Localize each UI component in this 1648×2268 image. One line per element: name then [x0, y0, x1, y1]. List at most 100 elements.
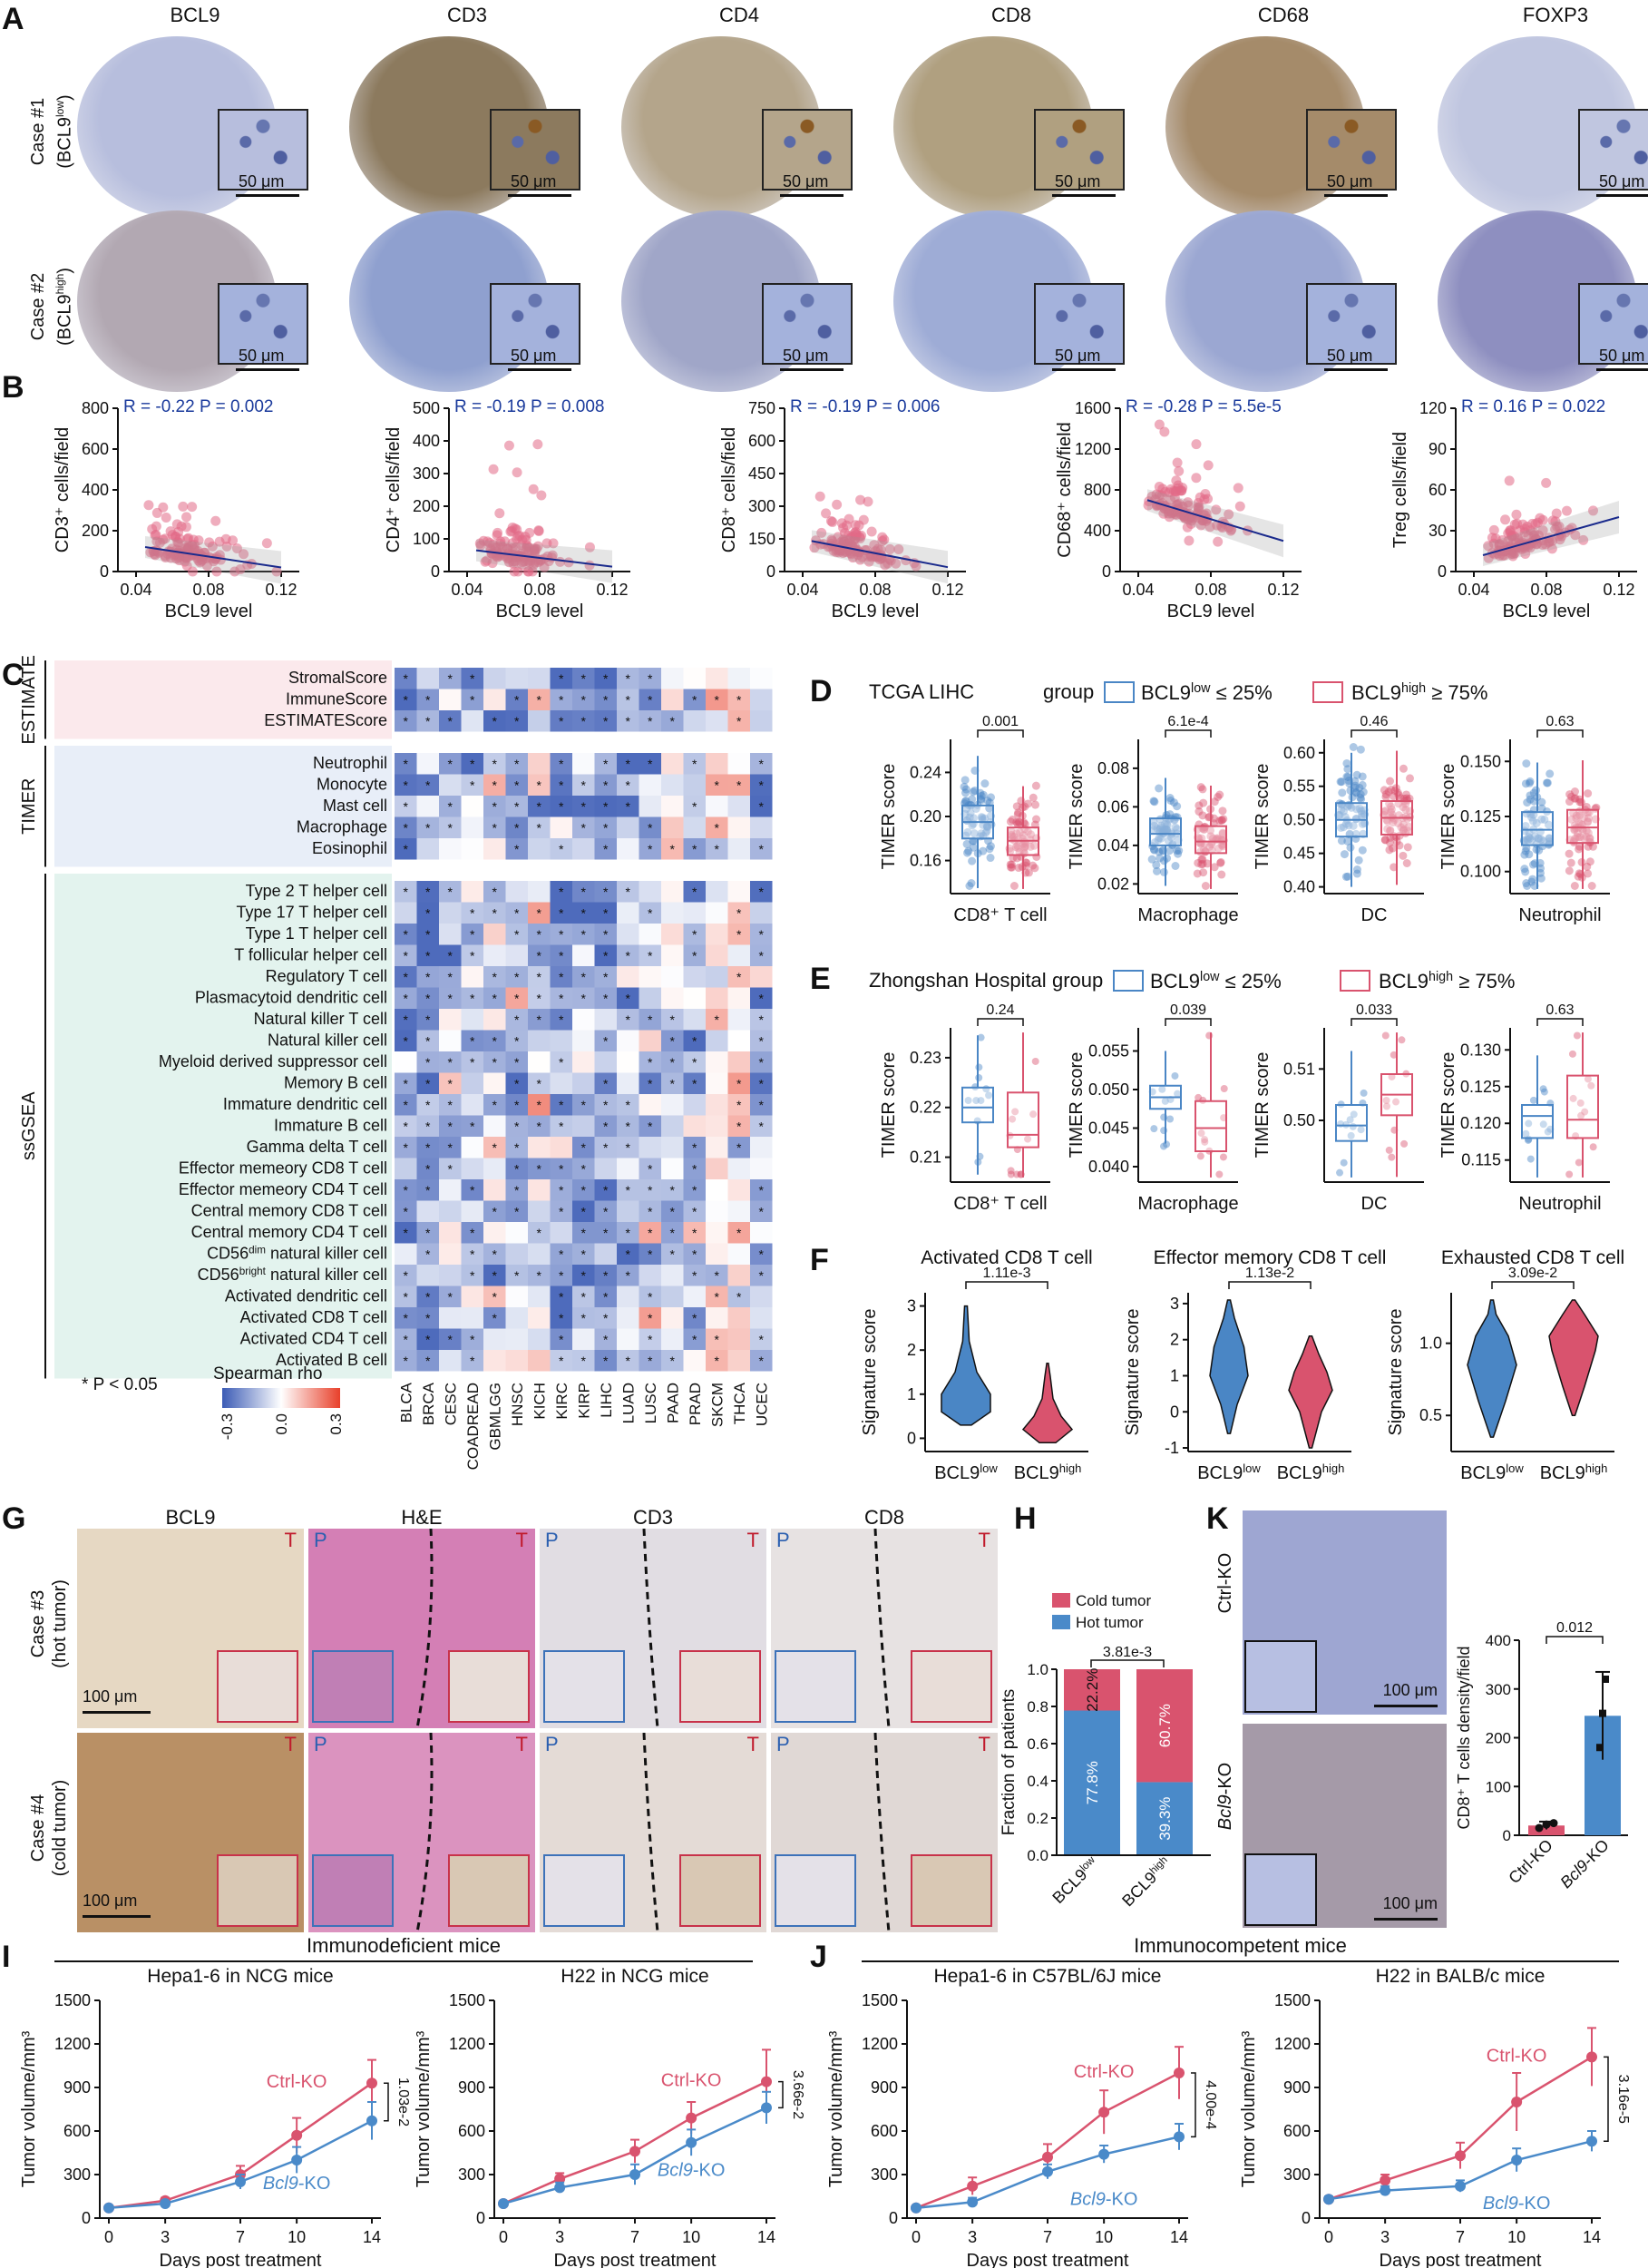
italic-gene: Bcl9 [1215, 1794, 1235, 1831]
ctrl-point [1455, 2150, 1466, 2162]
data-point [1341, 872, 1351, 881]
significance-mark: * [425, 970, 431, 984]
data-point [1173, 802, 1182, 811]
heatmap-cell-bg [727, 689, 750, 710]
data-point [1191, 439, 1202, 450]
heatmap-cell [528, 1094, 551, 1116]
data-point [1173, 825, 1182, 834]
violin-shape [1021, 1363, 1074, 1444]
data-point [151, 507, 162, 518]
x-tick-label: 0 [1324, 2228, 1333, 2246]
data-point [981, 828, 990, 837]
heatmap-cell-bg [439, 796, 462, 817]
heatmap-cell-bg [439, 774, 462, 796]
significance-mark: * [736, 714, 742, 728]
heatmap-cell-bg [639, 774, 661, 796]
y-tick-label: 0 [907, 1429, 916, 1447]
heatmap-cell-bg [727, 1307, 750, 1329]
heatmap-cell [617, 902, 639, 924]
heatmap-cell [594, 1115, 617, 1137]
heatmap-cell-bg [395, 1328, 417, 1350]
heatmap-cell-bg [528, 1137, 551, 1158]
y-tick-label: 600 [871, 2122, 898, 2140]
marker-title-bcl9: BCL9 [170, 4, 220, 26]
series-label-bcl9: Bcl9-KO [1483, 2194, 1550, 2214]
tissue-image: 100 μm [1243, 1724, 1447, 1928]
data-point [1150, 821, 1159, 830]
y-tick-label: 0.125 [1460, 807, 1501, 826]
y-tick-label: 0 [1438, 562, 1447, 581]
heatmap-cell-bg [572, 944, 595, 966]
data-point [983, 797, 992, 806]
magnified-inset [218, 283, 308, 365]
heatmap-cell [395, 1158, 417, 1179]
regression-line [1146, 499, 1284, 543]
significance-mark: * [448, 757, 453, 771]
bcl9-point [1098, 2148, 1110, 2160]
heatmap-cell-bg [661, 1179, 684, 1201]
data-point [1357, 795, 1366, 804]
data-point [1347, 1131, 1355, 1139]
y-tick-label: 0 [100, 562, 109, 581]
heatmap-cell-bg [617, 902, 639, 924]
scale-label: 50 μm [239, 347, 285, 365]
data-point [478, 535, 489, 546]
heatmap-cell [395, 1200, 417, 1222]
box [1566, 808, 1599, 845]
y-tick-label: 0.130 [1460, 1041, 1501, 1059]
heatmap-cell [550, 1243, 572, 1265]
heatmap-cell-bg [395, 902, 417, 924]
data-point [982, 822, 991, 831]
bcl9-point [1323, 2194, 1334, 2205]
data-point [1169, 798, 1178, 807]
y-tick-label: 0 [82, 2209, 91, 2227]
heatmap-cell [395, 1115, 417, 1137]
significance-mark: * [559, 671, 564, 686]
heatmap-cell-bg [750, 944, 773, 966]
heatmap-cell-bg [528, 838, 551, 860]
heatmap-row-label: ESTIMATEScore [264, 711, 387, 729]
heatmap-cell [505, 1094, 528, 1116]
x-category-label: Ctrl-KO [1505, 1836, 1556, 1888]
data-point [1536, 864, 1546, 873]
heatmap-cell [706, 1286, 728, 1307]
x-category-label: BCL9high [1277, 1461, 1345, 1484]
heatmap-cell [505, 881, 528, 903]
data-point [961, 776, 970, 785]
significance-mark: * [603, 692, 609, 707]
heatmap-cell [528, 1328, 551, 1350]
heatmap-cell [727, 966, 750, 988]
heatmap-cell [706, 838, 728, 860]
p-value-label: 3.81e-3 [1103, 1645, 1152, 1660]
heatmap-cell [483, 1328, 506, 1350]
series-label-ctrl: Ctrl-KO [661, 2071, 722, 2091]
heatmap-cell [683, 1265, 706, 1286]
heatmap-cell-bg [395, 1286, 417, 1307]
x-tick-label: 0.12 [596, 581, 628, 599]
heatmap-cell-bg [461, 902, 483, 924]
data-point [1203, 460, 1214, 471]
heatmap-cell [617, 1094, 639, 1116]
bar-cold [1136, 1669, 1193, 1783]
data-point [1526, 813, 1536, 822]
heatmap-cell-bg [461, 1137, 483, 1158]
data-point [1401, 812, 1410, 821]
box [1195, 825, 1227, 855]
data-point [1401, 799, 1410, 808]
heatmap-cell [528, 902, 551, 924]
heatmap-cell-bg [706, 1286, 728, 1307]
heatmap-cell-bg [683, 1350, 706, 1372]
scale-bar [1596, 194, 1648, 197]
heatmap-cell-bg [483, 924, 506, 945]
data-point [1357, 1126, 1365, 1134]
scale-bar [1052, 368, 1116, 371]
significance-mark: * [559, 692, 564, 707]
heatmap-cell-bg [661, 1307, 684, 1329]
significance-mark: * [514, 1055, 520, 1070]
confidence-band [145, 536, 281, 584]
significance-mark: * [514, 1119, 520, 1133]
heatmap-cell-bg [639, 1265, 661, 1286]
heatmap-cell [461, 1350, 483, 1372]
